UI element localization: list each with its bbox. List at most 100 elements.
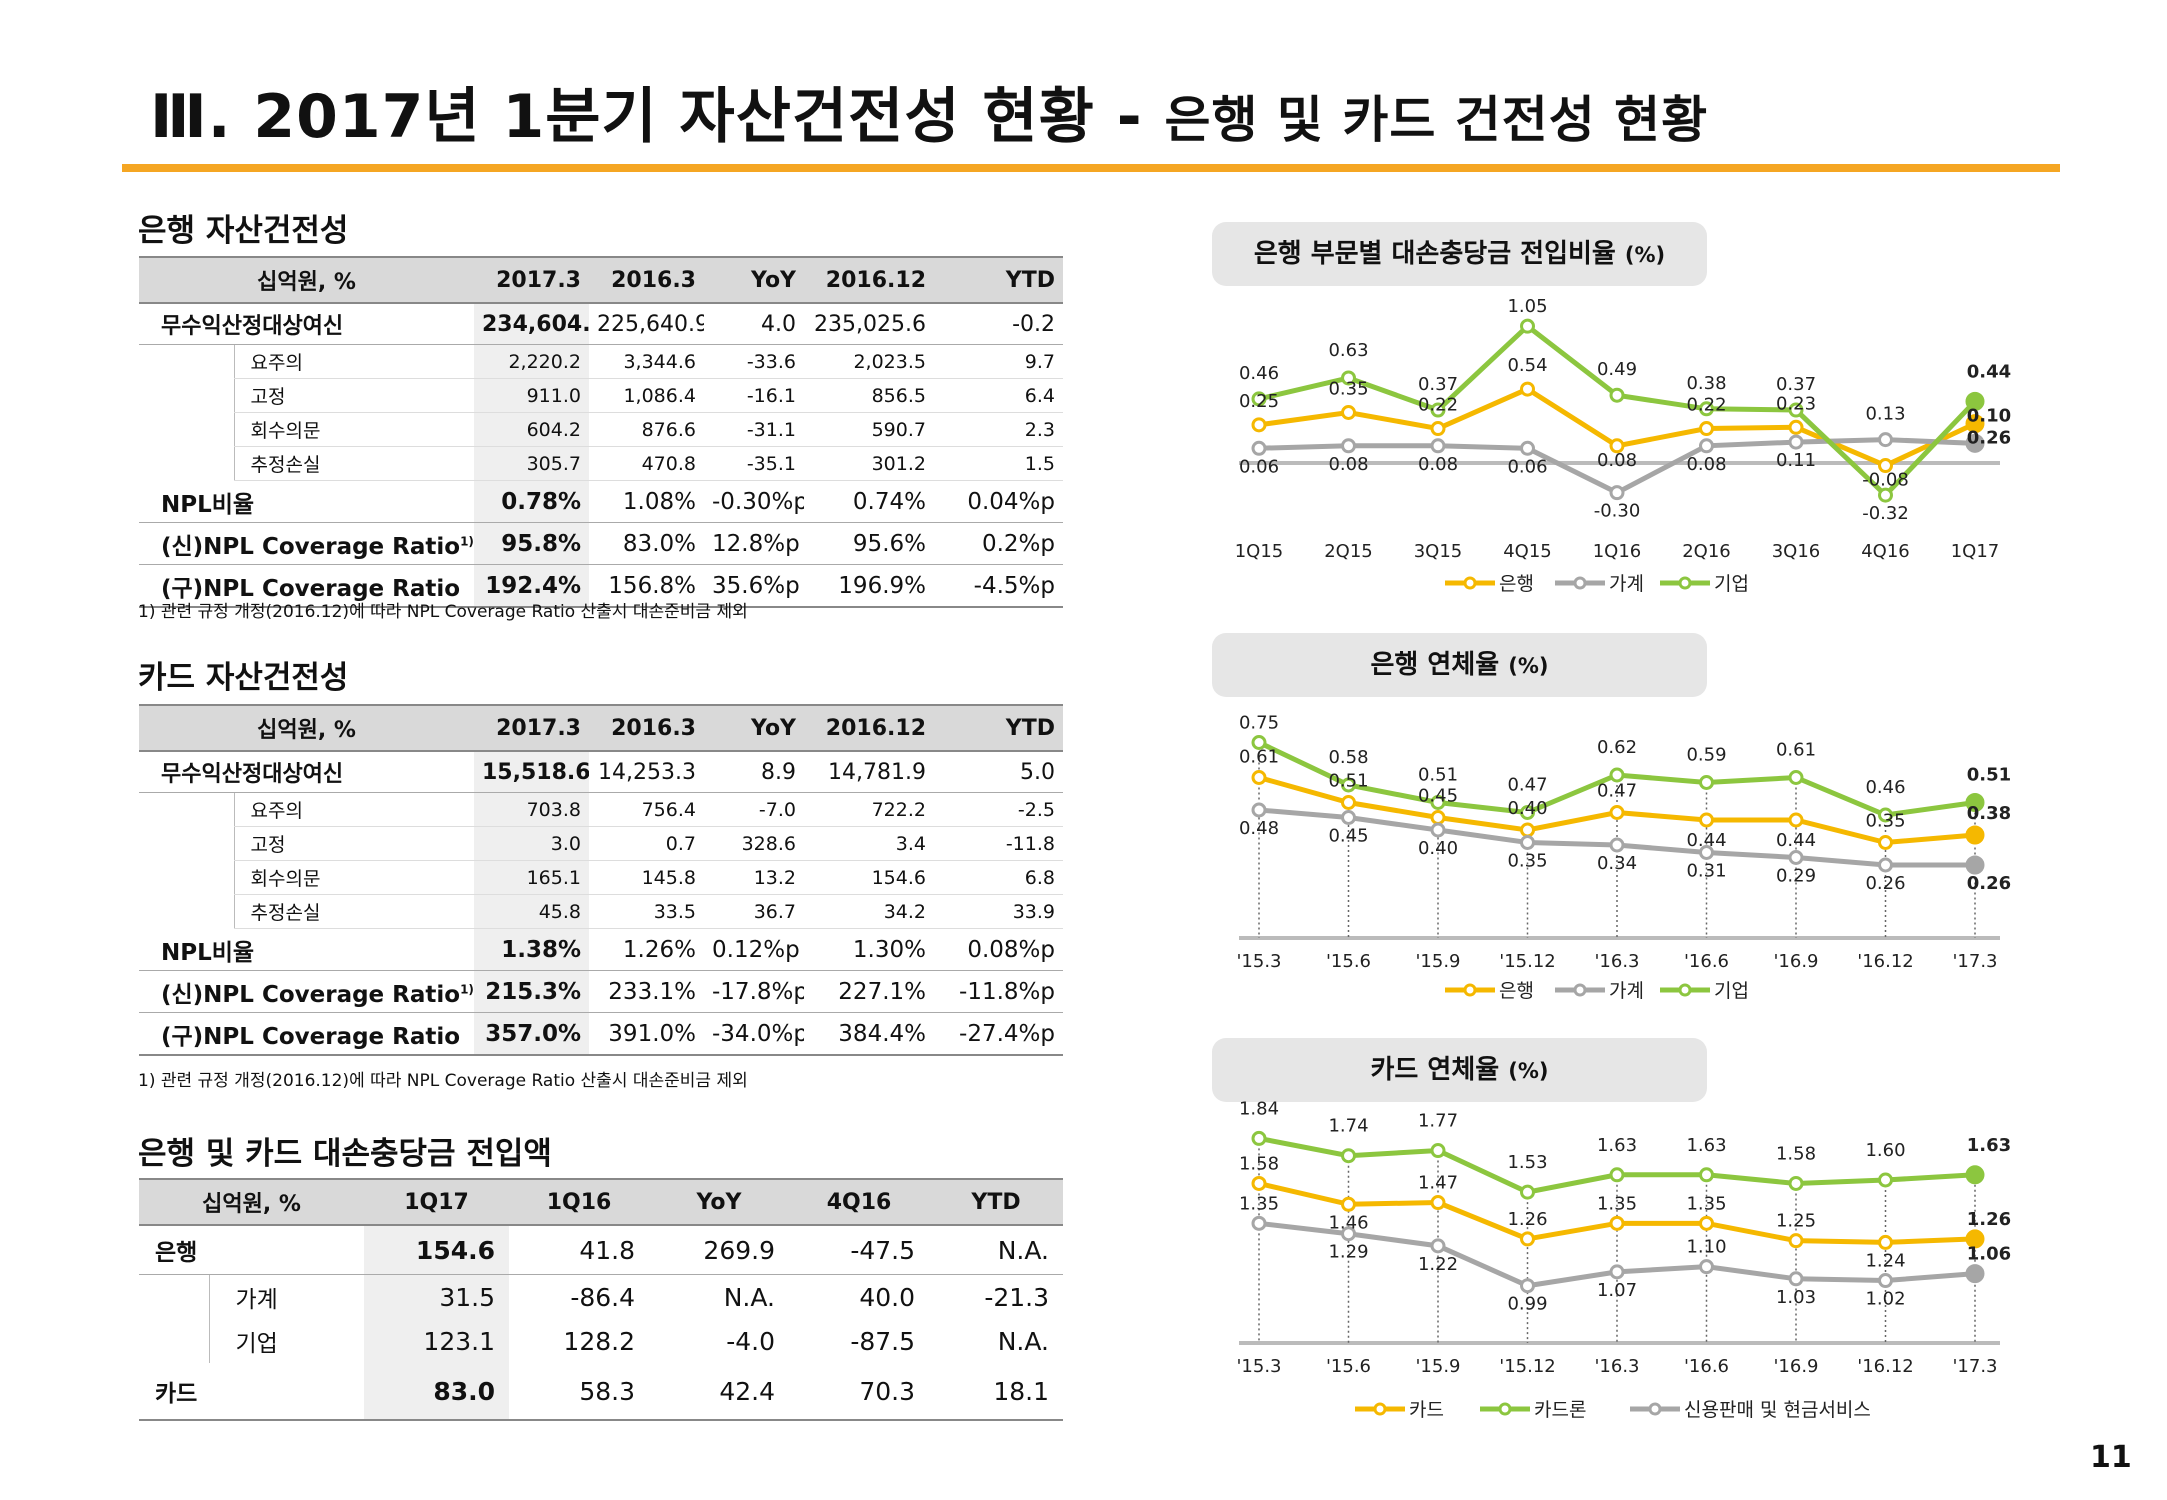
data-label: 1.29	[1328, 1242, 1368, 1263]
row-label: 은행	[139, 1225, 364, 1275]
data-label: 0.61	[1776, 740, 1816, 761]
table-cell: 8.9	[704, 751, 804, 793]
table-cell: 357.0%	[474, 1012, 589, 1056]
table-cell: 6.8	[934, 860, 1063, 895]
data-point	[1251, 440, 1267, 456]
page-number: 11	[2090, 1440, 2132, 1475]
x-tick-label: '15.9	[1415, 1356, 1460, 1377]
legend-marker	[1463, 983, 1477, 997]
row-label: NPL비율	[139, 928, 474, 971]
data-point	[1251, 391, 1267, 407]
data-point	[1251, 735, 1267, 750]
data-label: 0.44	[1967, 361, 2011, 382]
data-label: 0.29	[1776, 866, 1816, 887]
legend-label: 가계	[1609, 573, 1644, 595]
data-label: 1.26	[1967, 1209, 2011, 1230]
table-cell: 227.1%	[804, 970, 934, 1013]
data-label: 0.06	[1507, 456, 1547, 477]
legend-marker	[1573, 983, 1587, 997]
data-point	[1520, 1184, 1535, 1200]
data-label: 0.35	[1328, 379, 1368, 400]
table-cell: 31.5	[364, 1274, 509, 1319]
table-row: 가계 31.5 -86.4 N.A. 40.0 -21.3	[139, 1274, 1063, 1319]
data-point	[1699, 438, 1714, 454]
data-point	[1788, 1271, 1804, 1287]
table-cell: 0.7	[589, 826, 704, 861]
x-tick-label: '15.12	[1499, 1356, 1555, 1377]
data-label: 0.11	[1776, 450, 1816, 471]
data-point	[1699, 421, 1714, 437]
table-cell: 145.8	[589, 860, 704, 895]
table-row: 회수의문 604.2 876.6 -31.1 590.7 2.3	[139, 412, 1063, 447]
data-label: 0.37	[1776, 374, 1816, 395]
table-cell: 41.8	[509, 1225, 649, 1275]
data-label: 0.38	[1686, 373, 1726, 394]
data-point	[1251, 802, 1267, 818]
table-cell: 95.6%	[804, 522, 934, 565]
data-label: -0.30	[1594, 501, 1641, 522]
row-label: (구)NPL Coverage Ratio	[139, 564, 474, 608]
table-row: 요주의 703.8 756.4 -7.0 722.2 -2.5	[139, 792, 1063, 827]
table-cell: 328.6	[704, 826, 804, 861]
table-cell: 2.3	[934, 412, 1063, 447]
x-tick-label: '16.9	[1773, 951, 1818, 972]
row-label: (구)NPL Coverage Ratio	[139, 1012, 474, 1056]
table-cell: -33.6	[704, 344, 804, 379]
table-cell: 2,220.2	[474, 344, 589, 379]
table-cell: 36.7	[704, 894, 804, 929]
table-cell: -16.1	[704, 378, 804, 413]
data-label: 0.26	[1967, 873, 2011, 894]
row-label: 요주의	[233, 792, 474, 827]
data-label: 0.75	[1239, 713, 1279, 734]
header-cell: 2016.12	[804, 704, 934, 752]
table-cell: 123.1	[364, 1319, 509, 1363]
data-label: 0.48	[1239, 818, 1279, 839]
data-label: 0.25	[1239, 391, 1279, 412]
data-label: 1.77	[1418, 1111, 1458, 1132]
data-point	[1251, 1130, 1267, 1146]
data-point	[1965, 1264, 1985, 1284]
table-row: NPL비율 1.38% 1.26% 0.12%p 1.30% 0.08%p	[139, 928, 1063, 971]
data-point	[1430, 795, 1446, 810]
table-cell: 128.2	[563, 1326, 635, 1356]
data-label: 1.63	[1686, 1135, 1726, 1156]
header-cell: 2016.3	[589, 256, 704, 304]
row-label: (신)NPL Coverage Ratio1)	[139, 970, 474, 1013]
table-cell: 1.26%	[589, 928, 704, 971]
table-cell: 35.6%p	[704, 564, 804, 608]
table-cell: -34.0%p	[704, 1012, 804, 1056]
table-cell: 0.2%p	[934, 522, 1063, 565]
table-cell: 234,604.4	[474, 303, 589, 345]
row-label: 카드	[139, 1363, 364, 1421]
row-label: (신)NPL Coverage Ratio1)	[139, 522, 474, 565]
data-point	[1520, 1278, 1535, 1294]
data-point	[1341, 795, 1356, 810]
x-tick-label: '15.6	[1326, 951, 1371, 972]
header-cell: 십억원, %	[139, 1178, 364, 1226]
header-cell: YTD	[929, 1178, 1063, 1226]
data-point	[1609, 1215, 1625, 1231]
data-point	[1788, 402, 1804, 418]
table-cell: 225,640.9	[589, 303, 704, 345]
data-label: 1.46	[1328, 1212, 1368, 1233]
table-cell: 33.9	[934, 894, 1063, 929]
provisions-title: 은행 및 카드 대손충당금 전입액	[138, 1136, 552, 1172]
data-point	[1341, 1226, 1356, 1242]
data-point	[1699, 812, 1714, 828]
table-cell: 756.4	[589, 792, 704, 827]
bank-asset-quality-title: 은행 자산건전성	[138, 213, 349, 249]
table-cell: 911.0	[474, 378, 589, 413]
table-cell: 1.5	[934, 446, 1063, 481]
header-cell: YoY	[704, 256, 804, 304]
table-cell: 40.0	[859, 1282, 915, 1312]
x-tick-label: '15.6	[1326, 1356, 1371, 1377]
data-point	[1520, 1231, 1535, 1247]
table-cell: N.A.	[929, 1225, 1063, 1275]
table-cell: 233.1%	[589, 970, 704, 1013]
table-cell: 83.0	[364, 1363, 509, 1421]
data-point	[1878, 807, 1893, 823]
table-cell: -21.3	[984, 1282, 1049, 1312]
legend-marker	[1573, 576, 1587, 590]
table-cell: 192.4%	[474, 564, 589, 608]
